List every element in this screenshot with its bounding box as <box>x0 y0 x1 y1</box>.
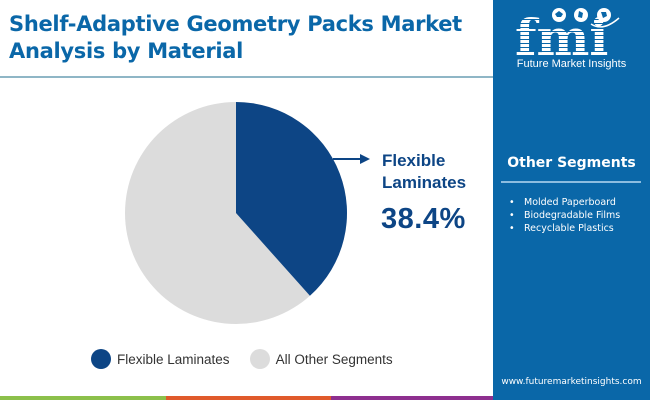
strip-purple <box>331 396 493 400</box>
callout-label-line1: Flexible <box>382 151 446 170</box>
title-divider <box>0 76 493 78</box>
legend-swatch-flexible-laminates <box>91 349 111 369</box>
legend-swatch-all-other-segments <box>249 349 270 369</box>
strip-orange <box>166 396 331 400</box>
segment-item: Biodegradable Films <box>507 209 620 222</box>
callout-label-line2: Laminates <box>382 173 467 192</box>
fmi-logo-icon: fmi <box>515 8 620 67</box>
callout-value: 38.4% <box>381 203 466 235</box>
other-segments-list: Molded Paperboard Biodegradable Films Re… <box>507 196 620 235</box>
segment-item: Molded Paperboard <box>507 196 620 209</box>
pie-slice-flexible-laminates <box>236 102 348 296</box>
other-segments-divider <box>501 181 641 183</box>
other-segments-title: Other Segments <box>507 155 636 171</box>
legend-item-all-other-segments: All Other Segments <box>249 349 393 369</box>
website-link[interactable]: www.futuremarketinsights.com <box>501 377 642 387</box>
legend-label: All Other Segments <box>275 351 393 367</box>
callout-label: Flexible Laminates <box>382 150 466 194</box>
strip-green <box>0 396 166 400</box>
pie-chart <box>125 102 370 324</box>
chart-legend: Flexible Laminates All Other Segments <box>91 349 413 369</box>
bottom-color-strip <box>0 396 493 400</box>
callout-arrow-head-icon <box>360 154 370 164</box>
legend-label: Flexible Laminates <box>117 351 230 367</box>
legend-item-flexible-laminates: Flexible Laminates <box>91 349 230 369</box>
side-panel: fmi Future Market Insights Other Segment… <box>493 0 650 400</box>
segment-item: Recyclable Plastics <box>507 222 620 235</box>
fmi-logo: fmi Future Market Insights <box>493 0 650 80</box>
brand-name: Future Market Insights <box>516 58 627 70</box>
chart-title: Shelf-Adaptive Geometry Packs Market Ana… <box>9 12 462 63</box>
